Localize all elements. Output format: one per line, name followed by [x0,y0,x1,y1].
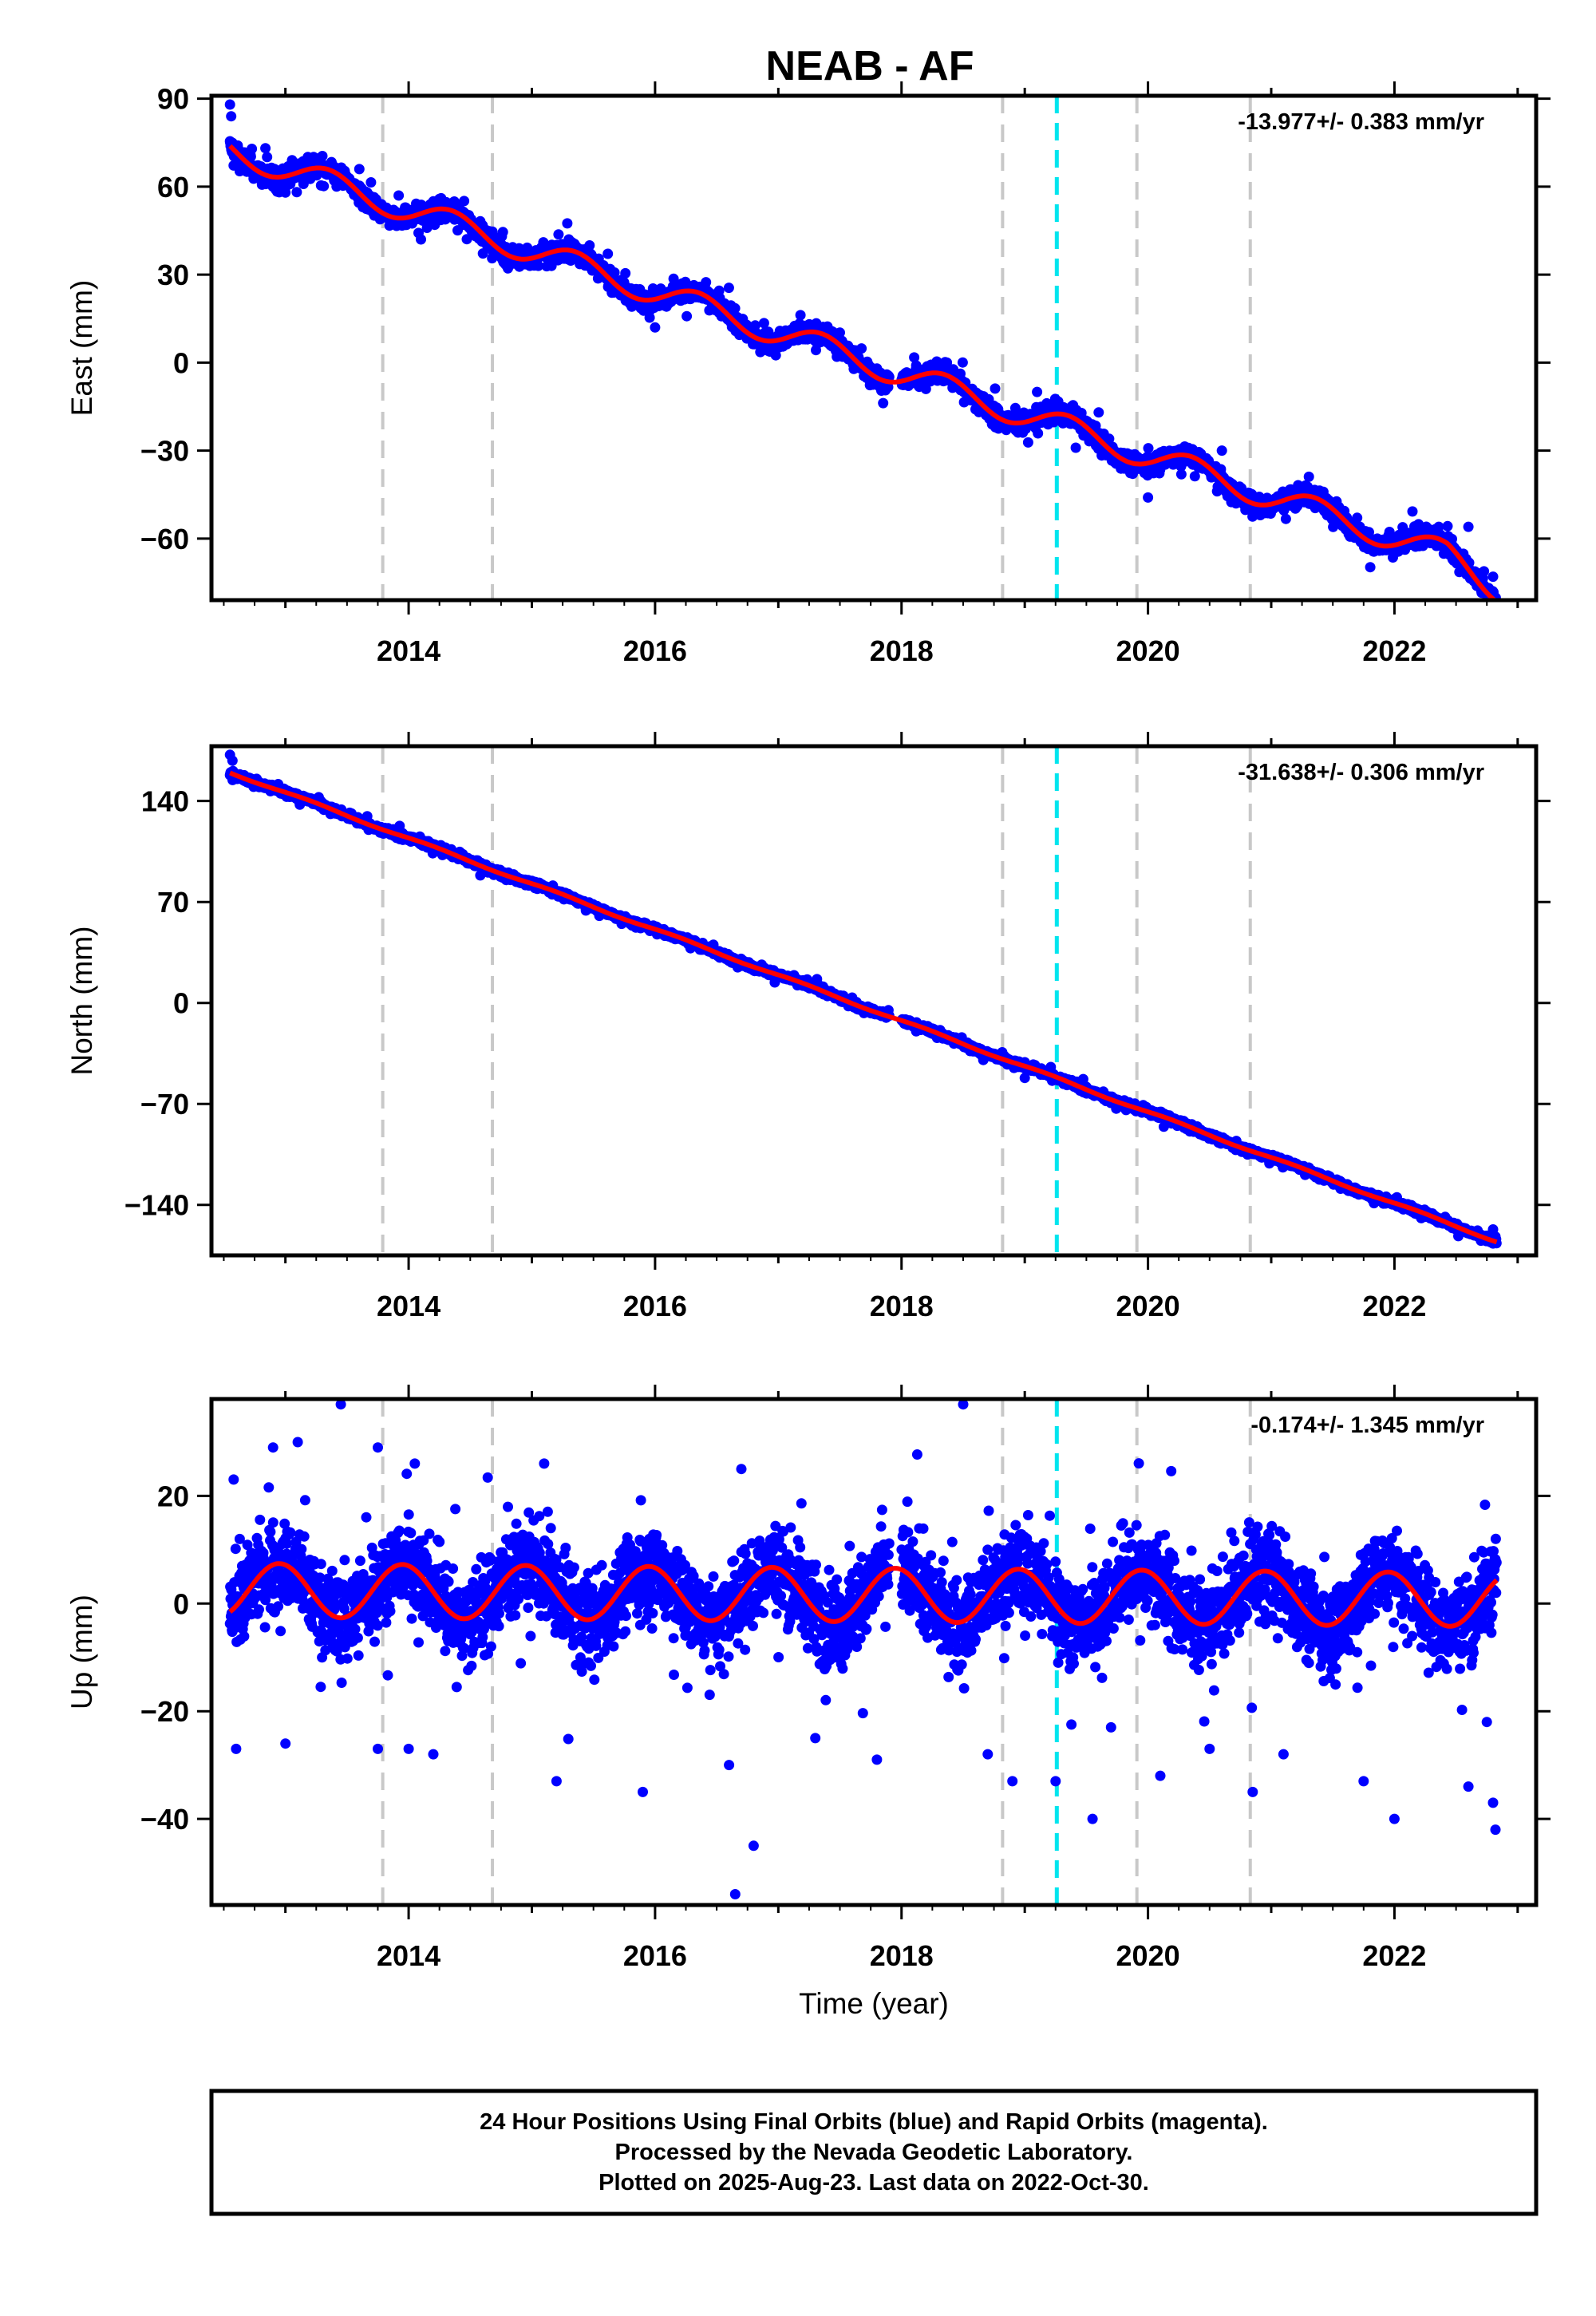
data-point [1143,443,1154,454]
data-point [318,180,330,192]
data-point [245,151,256,162]
outlier-point [1032,386,1043,397]
data-point [856,343,867,354]
data-point [459,196,470,207]
data-point [749,320,760,331]
y-tick-label: 30 [157,259,189,291]
data-point [990,383,1001,394]
data-point [1303,471,1314,482]
data-point [729,302,741,314]
data-point [883,381,894,393]
data-point [644,312,655,323]
data-point [957,357,968,368]
data-point [393,190,405,201]
outlier-point [354,164,365,175]
data-point [701,277,712,288]
data-point [878,397,889,409]
data-point [920,383,931,394]
east-panel: 2014 2016 2018 2020 2022 −60 −30 0 30 60 90 East (m… [65,81,1551,667]
data-point [1175,468,1187,480]
data-point [584,240,595,251]
y-tick-label: 60 [157,171,189,204]
data-point [497,227,508,238]
outlier-point [428,196,439,207]
outlier-point [1463,521,1474,532]
outlier-point [563,234,575,245]
data-point [681,310,693,322]
outlier-point [226,111,237,122]
data-point [260,143,271,154]
x-tick-label: 2020 [1116,634,1180,667]
data-point [247,144,258,154]
data-point [1280,513,1291,524]
y-tick-label: 90 [157,83,189,116]
outlier-point [280,187,291,198]
data-point [723,283,734,294]
x-tick-label: 2014 [377,634,440,667]
data-point [1365,562,1376,573]
outlier-point [1216,445,1227,456]
data-points [224,99,1502,614]
outlier-point [416,234,426,245]
data-point [533,260,544,271]
data-point [365,177,377,188]
data-point [1447,533,1457,544]
data-point [602,248,614,259]
data-point [1070,442,1081,453]
data-point [909,352,920,363]
data-point [770,350,781,361]
data-point [317,151,328,161]
y-tick-label: −60 [140,523,189,555]
data-point [931,356,942,367]
data-point [1033,428,1044,439]
outlier-point [650,322,661,333]
outlier-point [1143,492,1154,503]
data-point [795,310,806,321]
velocity-label: -13.977+/- 0.383 mm/yr [1238,109,1484,135]
y-axis-label: East (mm) [65,280,98,417]
data-point [1491,603,1502,614]
outlier-point [871,363,883,374]
chart-title: NEAB - AF [766,43,974,89]
y-tick-label: −30 [140,435,189,468]
data-point [461,234,472,245]
x-tick-label: 2016 [623,634,687,667]
data-point [1442,520,1453,532]
data-point [620,267,631,279]
x-tick-label: 2018 [870,634,934,667]
outlier-point [224,99,235,110]
y-tick-label: 0 [173,346,189,379]
data-point [1189,471,1200,482]
data-point [1479,566,1490,577]
data-point [262,152,273,163]
data-point [758,318,769,329]
outlier-point [1278,504,1289,515]
data-point [1407,506,1418,517]
data-point [1352,512,1363,524]
outlier-point [1487,571,1499,583]
x-tick-label: 2022 [1362,634,1426,667]
data-point [291,187,302,198]
data-point [553,229,564,240]
outlier-point [1093,407,1104,418]
data-point [835,327,845,338]
data-point [562,218,573,229]
data-point [1022,437,1033,448]
data-point [609,267,620,278]
